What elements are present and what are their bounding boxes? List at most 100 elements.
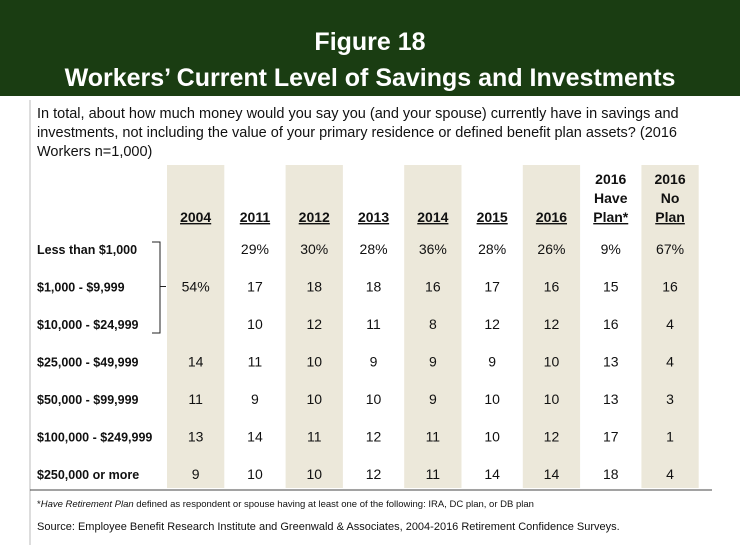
question-line: investments, not including the value of … xyxy=(37,125,677,141)
footnote-marker: * xyxy=(37,499,41,510)
row-label: $50,000 - $99,999 xyxy=(37,393,139,407)
cell: 17 xyxy=(484,279,500,295)
cell: 11 xyxy=(426,466,441,482)
column-header: 2016 xyxy=(536,209,567,225)
column-header: Plan* xyxy=(593,209,629,225)
cell: 4 xyxy=(666,316,674,332)
cell: 9 xyxy=(488,354,496,370)
cell: 10 xyxy=(544,354,560,370)
column-header: Have xyxy=(594,190,628,206)
cell: 12 xyxy=(366,429,382,445)
cell: 12 xyxy=(484,316,500,332)
column-shade xyxy=(404,165,462,488)
table: 2004 2011 2012 2013 2014 2015 2016 2016 Have Plan… xyxy=(37,165,699,488)
row-label: $10,000 - $24,999 xyxy=(37,318,139,332)
column-shade xyxy=(167,165,225,488)
cell: 9 xyxy=(429,391,437,407)
cell: 17 xyxy=(247,279,263,295)
cell: 14 xyxy=(544,466,560,482)
cell: 13 xyxy=(603,391,619,407)
column-shade xyxy=(522,165,581,488)
cell: 16 xyxy=(603,316,619,332)
column-header: 2014 xyxy=(417,209,448,225)
cell: 12 xyxy=(544,316,560,332)
cell: 12 xyxy=(544,429,560,445)
cell: 36% xyxy=(419,241,447,257)
cell: 4 xyxy=(666,466,674,482)
column-header: 2011 xyxy=(240,209,271,225)
cell: 16 xyxy=(662,279,678,295)
cell: 10 xyxy=(306,391,322,407)
cell: 13 xyxy=(603,354,619,370)
cell: 13 xyxy=(188,429,204,445)
cell: 17 xyxy=(603,429,619,445)
cell: 14 xyxy=(247,429,263,445)
question-line: Workers n=1,000) xyxy=(37,144,152,160)
cell: 10 xyxy=(484,391,500,407)
cell: 10 xyxy=(484,429,500,445)
cell: 9% xyxy=(601,241,621,257)
cell: 11 xyxy=(188,391,203,407)
cell: 9 xyxy=(370,354,378,370)
row-label: $1,000 - $9,999 xyxy=(37,281,125,295)
cell: 3 xyxy=(666,391,674,407)
cell: 11 xyxy=(366,316,381,332)
cell: 10 xyxy=(544,391,560,407)
cell: 10 xyxy=(247,316,263,332)
cell: 8 xyxy=(429,316,437,332)
column-header: No xyxy=(661,190,680,206)
cell: 28% xyxy=(478,241,506,257)
cell: 18 xyxy=(603,466,619,482)
cell: 16 xyxy=(544,279,560,295)
column-header: 2015 xyxy=(477,209,508,225)
row-label: Less than $1,000 xyxy=(37,243,137,257)
cell: 10 xyxy=(366,391,382,407)
figure-title: Workers’ Current Level of Savings and In… xyxy=(65,64,676,92)
column-header: Plan xyxy=(655,209,685,225)
cell: 67% xyxy=(656,241,684,257)
cell: 12 xyxy=(306,316,322,332)
column-header: 2004 xyxy=(180,209,211,225)
cell: 11 xyxy=(248,354,263,370)
cell: 1 xyxy=(666,429,674,445)
cell: 28% xyxy=(360,241,388,257)
column-header: 2016 xyxy=(595,171,626,187)
row-label: $25,000 - $49,999 xyxy=(37,356,139,370)
cell: 12 xyxy=(366,466,382,482)
row-label: $250,000 or more xyxy=(37,468,139,482)
cell: 11 xyxy=(426,429,441,445)
row-label: $100,000 - $249,999 xyxy=(37,431,152,445)
column-header: 2012 xyxy=(299,209,330,225)
cell: 10 xyxy=(306,466,322,482)
column-header: 2016 xyxy=(654,171,685,187)
cell: 18 xyxy=(306,279,322,295)
cell: 9 xyxy=(429,354,437,370)
cell: 14 xyxy=(188,354,204,370)
cell: 30% xyxy=(300,241,328,257)
cell: 9 xyxy=(251,391,259,407)
cell: 18 xyxy=(366,279,382,295)
cell: 54% xyxy=(182,279,210,295)
cell: 9 xyxy=(192,466,200,482)
header-band xyxy=(0,0,740,96)
question-line: In total, about how much money would you… xyxy=(37,106,679,122)
cell: 15 xyxy=(603,279,619,295)
bracket xyxy=(152,241,166,334)
cell: 4 xyxy=(666,354,674,370)
cell: 16 xyxy=(425,279,441,295)
footnote-emphasis: Have Retirement Plan xyxy=(41,499,134,510)
column-header: 2013 xyxy=(358,209,389,225)
cell: 10 xyxy=(306,354,322,370)
cell: 14 xyxy=(484,466,500,482)
column-shade xyxy=(641,165,699,488)
cell: 11 xyxy=(307,429,322,445)
cell: 29% xyxy=(241,241,269,257)
cell: 26% xyxy=(537,241,565,257)
column-shade xyxy=(285,165,343,488)
footnote-text: defined as respondent or spouse having a… xyxy=(136,499,534,510)
cell: 10 xyxy=(247,466,263,482)
footnote: *Have Retirement Plan defined as respond… xyxy=(37,499,534,510)
source: Source: Employee Benefit Research Instit… xyxy=(37,521,620,533)
